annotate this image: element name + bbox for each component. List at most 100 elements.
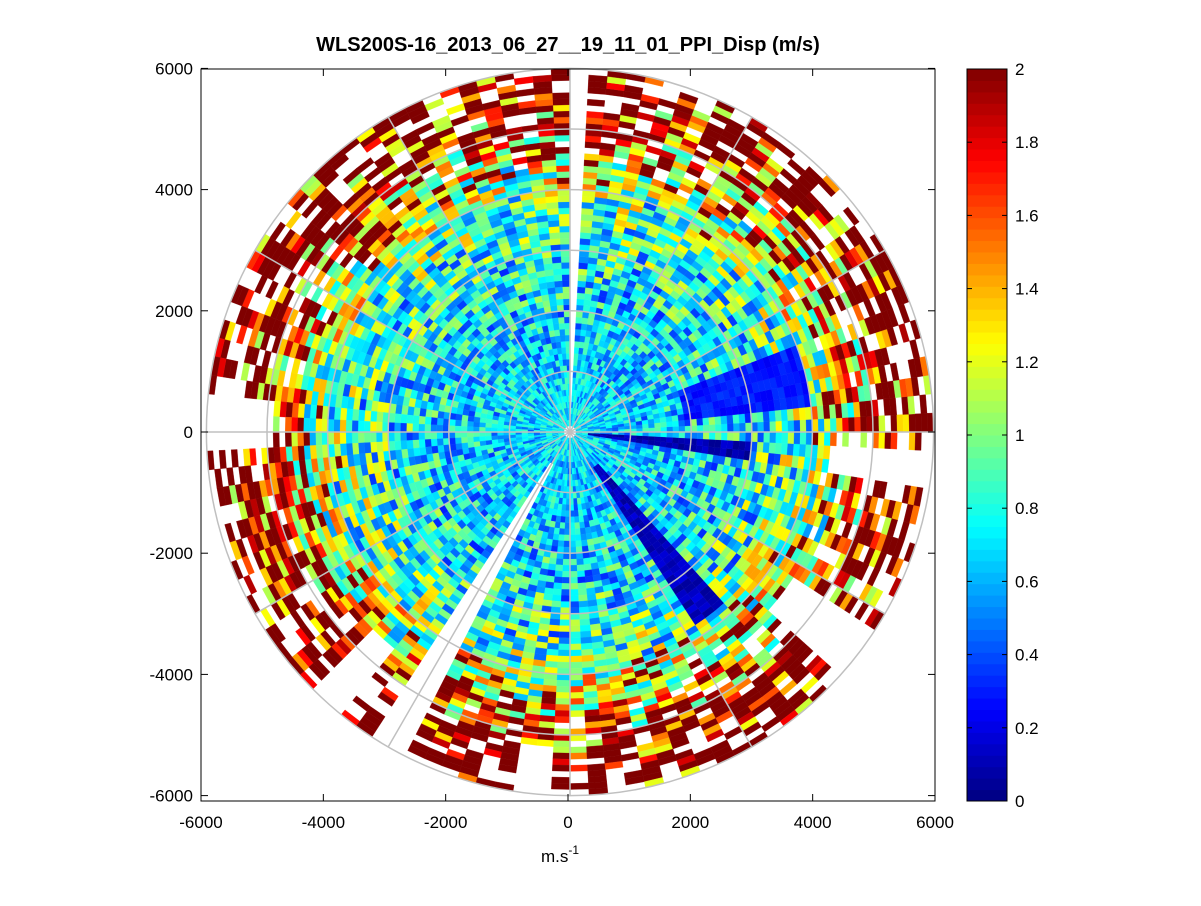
- heatmap-cell: [413, 447, 421, 457]
- heatmap-cell: [569, 692, 585, 699]
- heatmap-cell: [532, 74, 552, 83]
- heatmap-cell: [559, 335, 566, 342]
- heatmap-cell: [720, 415, 728, 425]
- heatmap-cell: [890, 414, 898, 433]
- heatmap-cell: [558, 219, 571, 227]
- heatmap-cell: [569, 528, 576, 536]
- heatmap-cell: [351, 431, 359, 444]
- heatmap-cell: [574, 528, 581, 536]
- heatmap-cell: [285, 431, 292, 448]
- heatmap-cell: [578, 256, 589, 264]
- heatmap-cell: [580, 323, 588, 331]
- heatmap-cell: [581, 654, 595, 663]
- heatmap-cell: [822, 404, 831, 419]
- heatmap-cell: [555, 292, 564, 300]
- heatmap-cell: [564, 528, 571, 536]
- heatmap-cell: [466, 431, 474, 438]
- heatmap-cell: [412, 415, 420, 425]
- heatmap-cell: [479, 422, 486, 428]
- heatmap-cell: [569, 558, 578, 566]
- heatmap-cell: [563, 304, 571, 312]
- heatmap-cell: [548, 563, 557, 571]
- heatmap-cell: [485, 422, 492, 429]
- heatmap-cell: [575, 316, 583, 324]
- heatmap-cell: [430, 424, 438, 433]
- heatmap-cell: [573, 353, 579, 360]
- heatmap-cell: [545, 195, 559, 204]
- heatmap-cell: [559, 625, 571, 633]
- heatmap-cell: [461, 414, 469, 422]
- heatmap-cell: [569, 764, 588, 772]
- heatmap-cell: [798, 407, 807, 421]
- heatmap-cell: [569, 710, 586, 717]
- heatmap-cell: [394, 431, 401, 442]
- heatmap-cell: [454, 431, 462, 439]
- heatmap-cell: [580, 533, 588, 541]
- heatmap-cell: [559, 328, 566, 336]
- heatmap-cell: [579, 624, 592, 632]
- heatmap-cell: [842, 417, 849, 433]
- heatmap-cell: [436, 438, 444, 447]
- heatmap-cell: [430, 417, 438, 426]
- heatmap-cell: [562, 571, 571, 578]
- heatmap-cell: [551, 776, 571, 784]
- heatmap-cell: [714, 415, 722, 425]
- heatmap-cell: [554, 570, 563, 578]
- heatmap-cell: [553, 280, 563, 288]
- heatmap-cell: [555, 153, 571, 160]
- heatmap-cell: [545, 660, 559, 669]
- heatmap-cell: [569, 686, 584, 693]
- heatmap-cell: [552, 752, 571, 760]
- heatmap-cell: [543, 678, 558, 687]
- heatmap-cell: [715, 423, 722, 433]
- heatmap-cell: [460, 431, 468, 438]
- heatmap-cell: [559, 231, 571, 239]
- heatmap-cell: [573, 510, 580, 517]
- heatmap-cell: [786, 408, 795, 421]
- heatmap-cell: [563, 552, 571, 560]
- heatmap-cell: [553, 746, 571, 754]
- heatmap-cell: [436, 417, 444, 426]
- heatmap-cell: [549, 618, 561, 626]
- heatmap-cell: [412, 431, 419, 441]
- heatmap-cell: [569, 546, 577, 554]
- heatmap-cell: [677, 413, 685, 421]
- heatmap-cell: [553, 740, 571, 748]
- heatmap-cell: [285, 416, 292, 433]
- heatmap-cell: [309, 404, 318, 419]
- heatmap-cell: [552, 323, 560, 331]
- heatmap-cell: [218, 449, 227, 469]
- heatmap-cell: [461, 442, 469, 450]
- heatmap-cell: [775, 420, 783, 433]
- heatmap-cell: [297, 417, 304, 433]
- heatmap-cell: [553, 116, 571, 124]
- heatmap-cell: [542, 171, 557, 180]
- heatmap-cell: [333, 407, 342, 421]
- heatmap-cell: [554, 147, 571, 154]
- heatmap-cell: [701, 410, 709, 419]
- heatmap-cell: [554, 716, 571, 724]
- heatmap-cell: [358, 442, 366, 455]
- heatmap-cell: [437, 445, 445, 454]
- heatmap-cell: [559, 225, 571, 233]
- heatmap-cell: [583, 563, 592, 571]
- heatmap-cell: [562, 298, 571, 306]
- heatmap-cell: [584, 330, 592, 338]
- heatmap-cell: [574, 341, 580, 348]
- heatmap-cell: [272, 431, 280, 448]
- heatmap-cell: [557, 661, 571, 669]
- heatmap-cell: [666, 426, 674, 433]
- heatmap-cell: [230, 449, 239, 468]
- heatmap-cell: [816, 405, 825, 420]
- heatmap-cell: [400, 422, 407, 433]
- heatmap-cell: [713, 408, 721, 417]
- heatmap-cell: [583, 171, 598, 180]
- heatmap-cell: [733, 422, 740, 433]
- heatmap-cell: [583, 293, 592, 301]
- heatmap-cell: [553, 274, 563, 282]
- heatmap-cell: [588, 74, 608, 83]
- heatmap-cell: [333, 443, 342, 457]
- heatmap-cell: [584, 287, 593, 295]
- heatmap-cell: [291, 417, 298, 433]
